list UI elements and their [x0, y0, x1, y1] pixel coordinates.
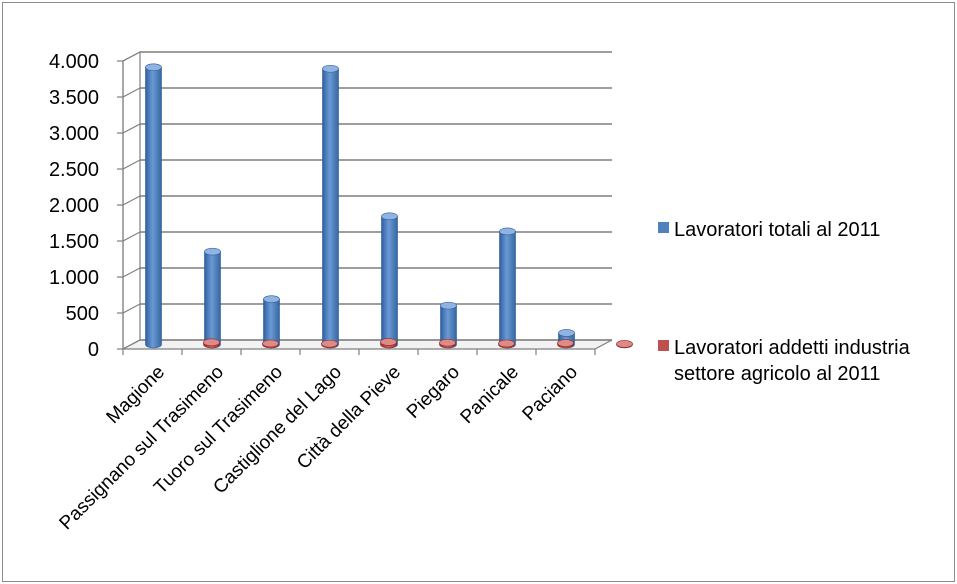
y-tick-label: 1.000 — [49, 267, 99, 289]
y-tick-label: 3.500 — [49, 87, 99, 109]
bar-total — [204, 247, 221, 349]
bar-top — [322, 64, 339, 73]
bar-top — [381, 212, 398, 221]
bar-top — [498, 339, 515, 348]
plot-area: 05001.0001.5002.0002.5003.0003.5004.000M… — [49, 51, 633, 534]
bar-agricolo — [557, 339, 574, 349]
bar-top — [558, 329, 575, 337]
gridline-side — [122, 123, 141, 134]
bar-top — [380, 338, 397, 346]
gridline-side — [122, 51, 141, 62]
bar-top — [321, 339, 338, 348]
bar-top — [145, 63, 162, 72]
x-category-label: Città della Pieve — [293, 362, 405, 474]
legend-item: Lavoratori totali al 2011 — [658, 219, 880, 241]
floor — [122, 339, 613, 350]
legend-swatch — [658, 222, 669, 233]
bar-agricolo — [616, 340, 633, 349]
bar-total — [381, 212, 398, 349]
legend-swatch — [658, 340, 669, 351]
gridline-side — [122, 231, 141, 242]
x-category-label: Paciano — [519, 362, 582, 425]
y-tick-label: 2.000 — [49, 195, 99, 217]
bar-top — [440, 301, 457, 310]
bar-total — [322, 64, 339, 349]
bar-body — [499, 231, 516, 349]
bar-top — [204, 247, 221, 256]
y-tick-label: 3.000 — [49, 123, 99, 145]
legend: Lavoratori totali al 2011 Lavoratori adde… — [658, 219, 911, 385]
bar-body — [322, 68, 339, 349]
bar-top — [557, 339, 574, 347]
bar-total — [499, 227, 516, 349]
bar-agricolo — [439, 338, 456, 349]
legend-label: Lavoratori addetti industria — [674, 337, 911, 359]
gridline-side — [122, 339, 141, 350]
gridline-side — [122, 267, 141, 278]
bar-agricolo — [262, 339, 279, 349]
gridline-side — [122, 303, 141, 314]
bar-agricolo — [321, 339, 338, 349]
legend-label: Lavoratori totali al 2011 — [674, 219, 880, 241]
bar-body — [145, 67, 162, 349]
bar-top — [499, 227, 516, 236]
bar-top — [262, 339, 279, 348]
x-category-label: Panicale — [457, 362, 523, 428]
bar-agricolo — [380, 338, 397, 349]
bar-top — [616, 340, 633, 348]
bar-body — [381, 216, 398, 349]
bar-agricolo — [498, 339, 515, 349]
bar-body — [204, 251, 221, 349]
bar-top — [203, 338, 220, 347]
bar-top — [263, 295, 280, 303]
bar-total — [145, 63, 162, 349]
y-tick-label: 1.500 — [49, 231, 99, 253]
y-tick-label: 2.500 — [49, 159, 99, 181]
legend-label: settore agricolo al 2011 — [674, 363, 880, 385]
y-tick-label: 0 — [88, 339, 99, 361]
bar-top — [439, 338, 456, 347]
legend-item: Lavoratori addetti industria settore agri… — [658, 337, 911, 385]
bar-total — [263, 295, 280, 349]
x-category-label: Piegaro — [403, 362, 464, 423]
y-tick-label: 4.000 — [49, 51, 99, 73]
bar-total — [440, 301, 457, 349]
gridline-side — [122, 159, 141, 170]
bar-agricolo — [203, 338, 220, 349]
gridline-side — [122, 195, 141, 206]
gridline-side — [122, 87, 141, 98]
y-tick-label: 500 — [66, 303, 99, 325]
